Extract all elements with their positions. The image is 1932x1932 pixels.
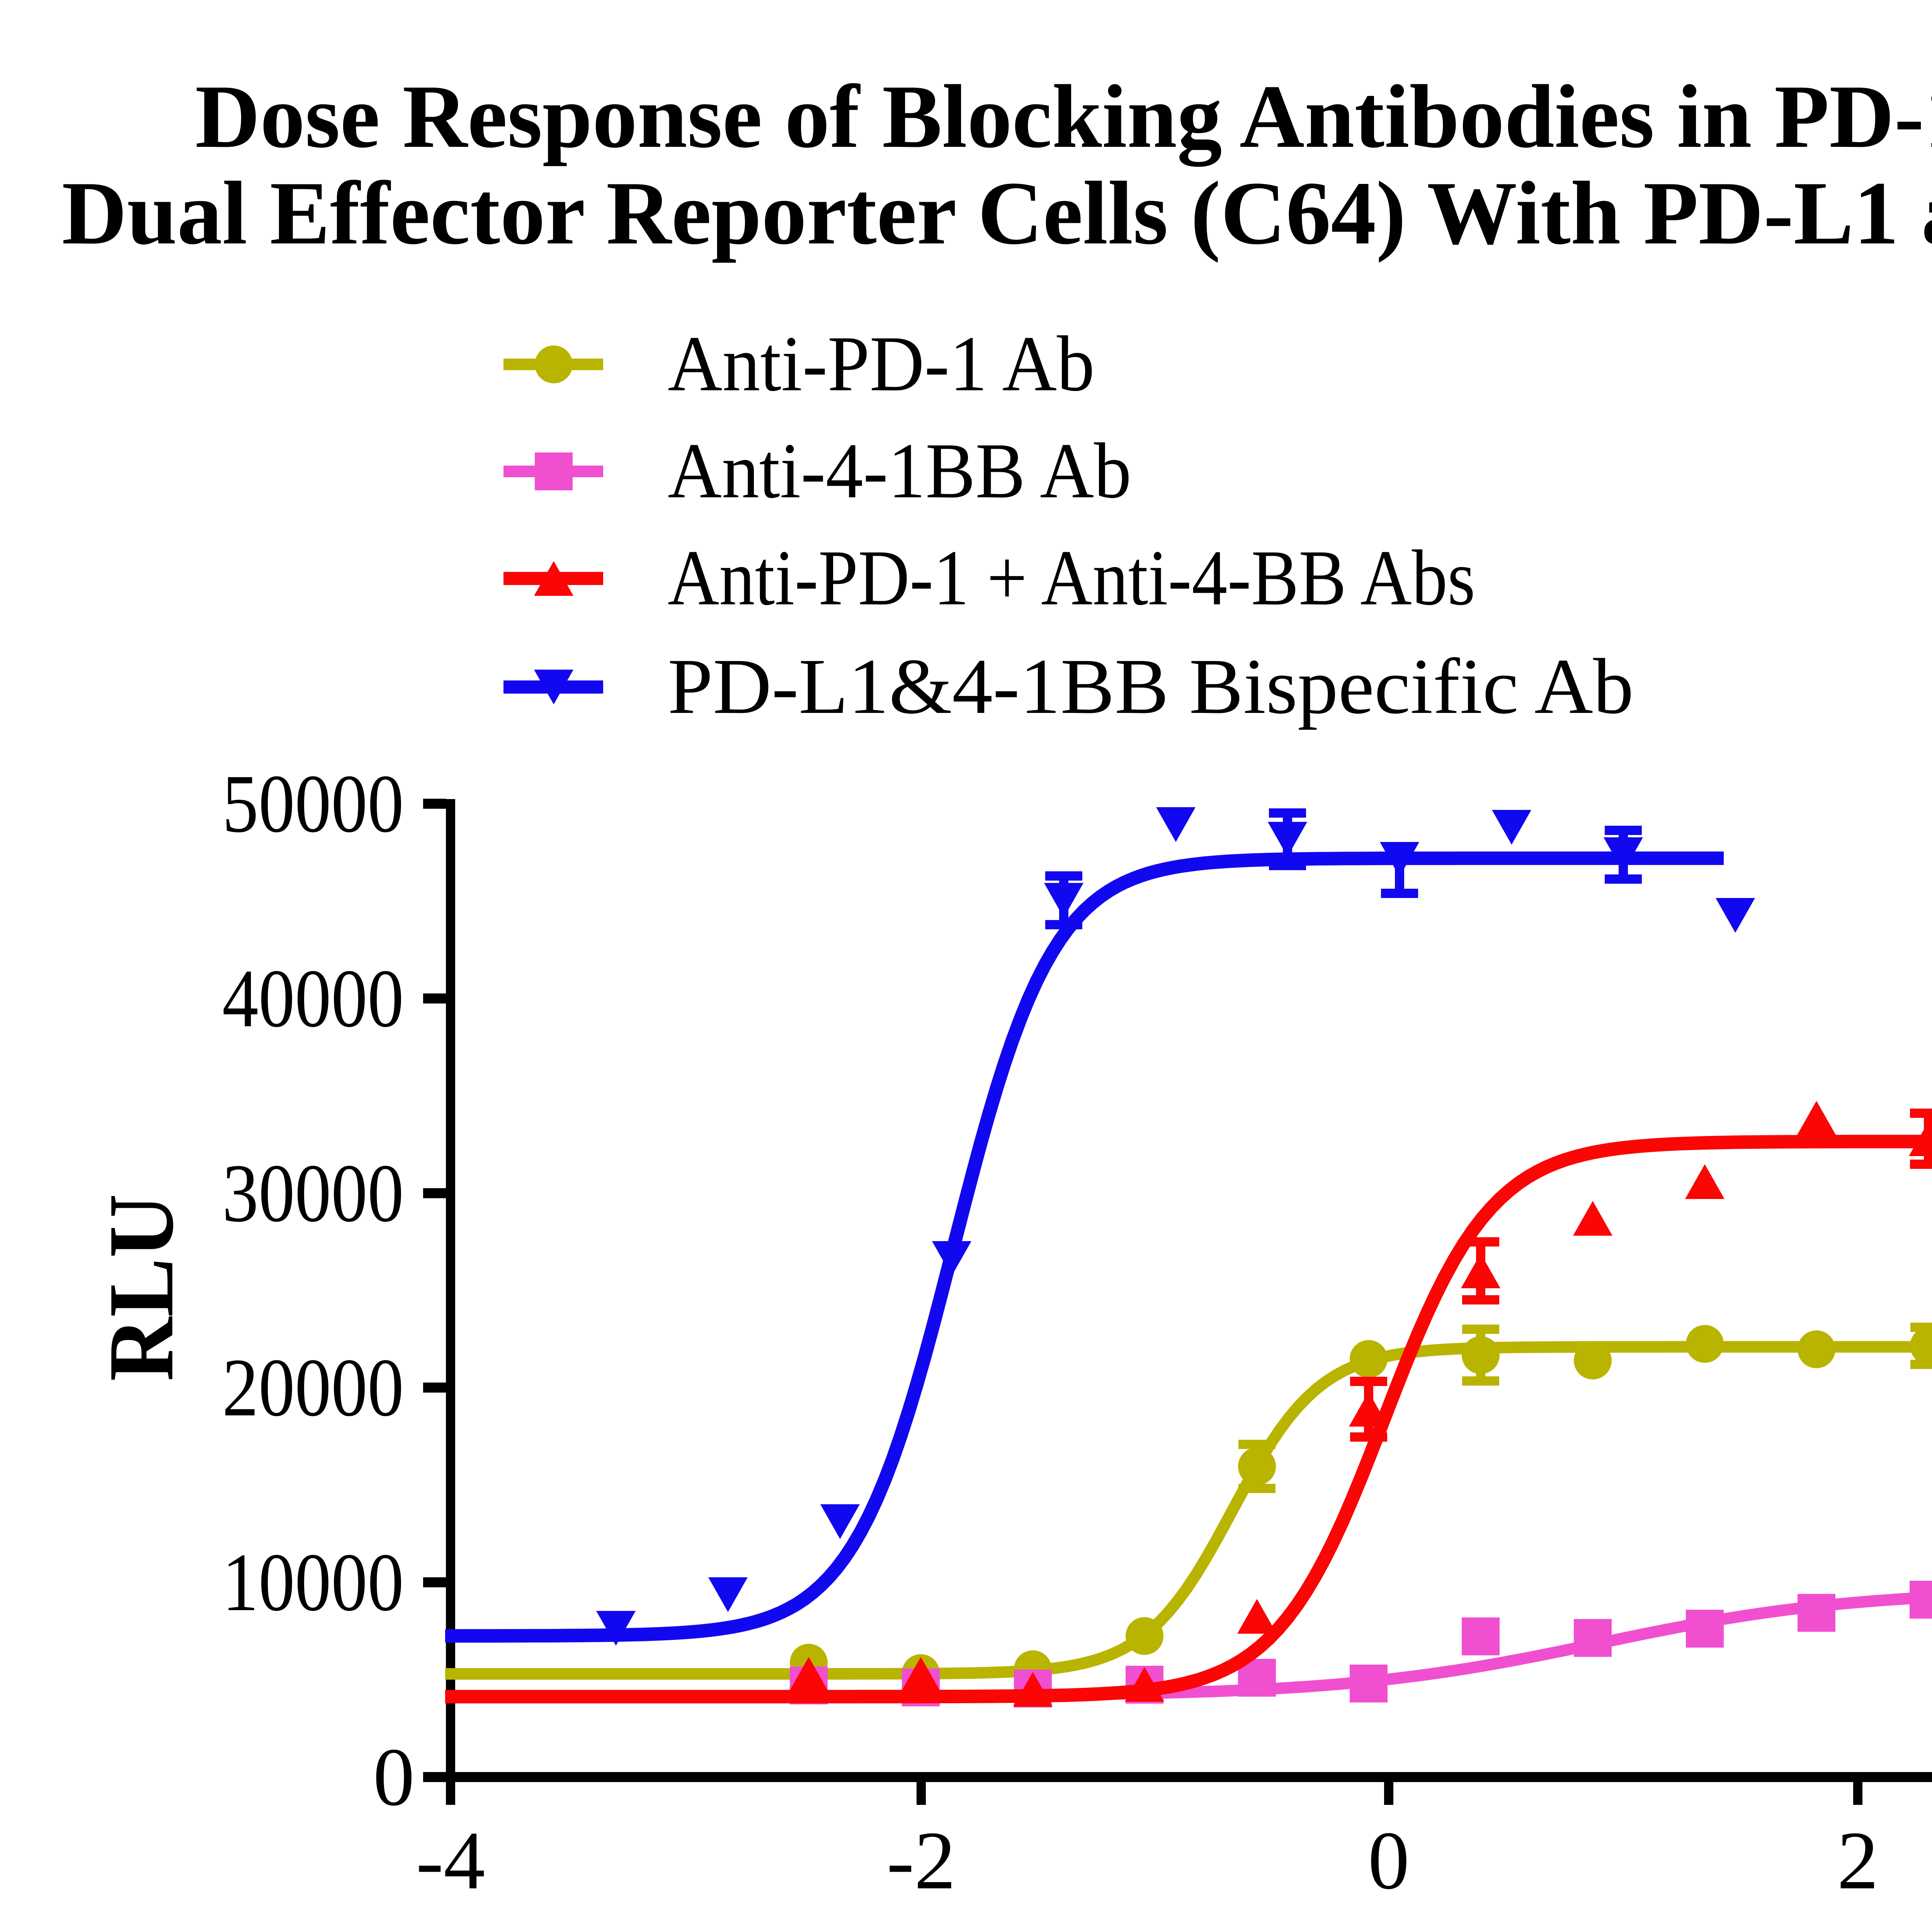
svg-text:Anti-PD-1 Ab: Anti-PD-1 Ab	[668, 320, 1095, 408]
svg-text:30000: 30000	[222, 1147, 404, 1239]
svg-text:Anti-PD-1 + Anti-4-BB Abs: Anti-PD-1 + Anti-4-BB Abs	[668, 534, 1475, 622]
svg-text:0: 0	[1368, 1814, 1410, 1906]
svg-text:-4: -4	[416, 1814, 485, 1906]
svg-text:2: 2	[1837, 1814, 1879, 1906]
svg-text:50000: 50000	[222, 757, 404, 850]
svg-text:Log[Abs]μg/ml: Log[Abs]μg/ml	[932, 1919, 1506, 1932]
svg-text:40000: 40000	[222, 952, 404, 1044]
svg-text:-2: -2	[886, 1814, 956, 1906]
svg-text:PD-L1&4-1BB Bispecific Ab: PD-L1&4-1BB Bispecific Ab	[668, 643, 1634, 730]
svg-text:Dual Effector Reporter Cells (: Dual Effector Reporter Cells (C64) With …	[62, 163, 1932, 263]
svg-text:20000: 20000	[222, 1341, 404, 1434]
svg-text:0: 0	[373, 1731, 415, 1823]
svg-text:10000: 10000	[222, 1536, 404, 1628]
svg-text:Anti-4-1BB Ab: Anti-4-1BB Ab	[668, 427, 1131, 515]
svg-text:RLU: RLU	[90, 1194, 193, 1381]
svg-text:Dose Response of Blocking Anti: Dose Response of Blocking Antibodies in …	[195, 66, 1932, 167]
